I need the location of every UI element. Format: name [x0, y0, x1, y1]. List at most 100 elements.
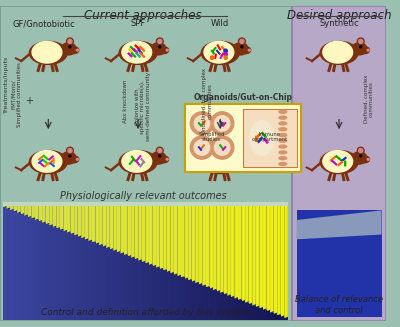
Ellipse shape — [76, 159, 78, 160]
Polygon shape — [96, 244, 99, 319]
Ellipse shape — [158, 39, 162, 43]
Ellipse shape — [204, 150, 234, 172]
Bar — [0, 6, 292, 321]
Ellipse shape — [61, 43, 76, 55]
Polygon shape — [92, 204, 96, 243]
Ellipse shape — [66, 38, 73, 45]
Ellipse shape — [158, 148, 162, 153]
Polygon shape — [199, 284, 202, 319]
Polygon shape — [192, 204, 195, 282]
Polygon shape — [217, 291, 220, 319]
Polygon shape — [138, 204, 142, 261]
Bar — [3, 202, 288, 206]
Text: Colonize with
specific microbe(s),
semi-defined community: Colonize with specific microbe(s), semi-… — [135, 73, 151, 142]
Bar — [296, 210, 382, 317]
Ellipse shape — [279, 122, 287, 125]
FancyBboxPatch shape — [50, 162, 55, 167]
Ellipse shape — [201, 42, 239, 64]
Ellipse shape — [352, 152, 367, 164]
Polygon shape — [149, 265, 152, 319]
Ellipse shape — [122, 150, 152, 172]
FancyBboxPatch shape — [139, 52, 146, 58]
Ellipse shape — [279, 128, 287, 131]
Ellipse shape — [68, 39, 72, 43]
Polygon shape — [142, 262, 145, 319]
Polygon shape — [238, 300, 242, 319]
Polygon shape — [249, 304, 252, 319]
Polygon shape — [213, 204, 217, 290]
Polygon shape — [210, 289, 213, 319]
Polygon shape — [53, 227, 56, 319]
Polygon shape — [78, 204, 81, 237]
Polygon shape — [81, 204, 85, 238]
FancyBboxPatch shape — [210, 50, 215, 55]
FancyBboxPatch shape — [219, 120, 224, 125]
Ellipse shape — [224, 159, 227, 163]
Ellipse shape — [29, 150, 67, 174]
Bar — [244, 109, 296, 167]
Polygon shape — [181, 278, 184, 319]
Ellipse shape — [69, 156, 79, 163]
Polygon shape — [64, 231, 67, 319]
Polygon shape — [67, 204, 70, 233]
Polygon shape — [274, 204, 277, 314]
FancyBboxPatch shape — [263, 138, 269, 144]
Text: GF/Gnotobiotic: GF/Gnotobiotic — [12, 19, 75, 28]
Polygon shape — [184, 279, 188, 319]
Polygon shape — [110, 250, 113, 319]
Ellipse shape — [224, 163, 227, 166]
Polygon shape — [184, 204, 188, 279]
Polygon shape — [21, 215, 24, 319]
Polygon shape — [117, 204, 120, 252]
Ellipse shape — [279, 151, 287, 154]
FancyBboxPatch shape — [42, 159, 49, 165]
FancyBboxPatch shape — [216, 49, 221, 55]
Polygon shape — [145, 204, 149, 264]
Polygon shape — [160, 204, 163, 269]
Polygon shape — [224, 294, 227, 319]
Polygon shape — [170, 204, 174, 273]
FancyBboxPatch shape — [136, 155, 142, 161]
Ellipse shape — [248, 49, 250, 51]
Polygon shape — [74, 204, 78, 235]
Polygon shape — [28, 204, 31, 217]
FancyBboxPatch shape — [128, 48, 134, 54]
Ellipse shape — [32, 150, 62, 172]
Ellipse shape — [323, 150, 353, 172]
Ellipse shape — [210, 56, 214, 59]
FancyBboxPatch shape — [198, 146, 202, 151]
Polygon shape — [21, 204, 24, 215]
Polygon shape — [195, 283, 199, 319]
Ellipse shape — [360, 46, 362, 48]
Polygon shape — [234, 204, 238, 299]
FancyBboxPatch shape — [130, 52, 136, 58]
Ellipse shape — [241, 156, 251, 163]
Text: Defined, complex
communities: Defined, complex communities — [364, 75, 374, 124]
Polygon shape — [46, 224, 49, 319]
FancyBboxPatch shape — [222, 122, 226, 127]
Ellipse shape — [367, 159, 369, 160]
FancyBboxPatch shape — [48, 159, 54, 165]
Ellipse shape — [241, 46, 243, 48]
Ellipse shape — [190, 112, 214, 135]
Ellipse shape — [69, 46, 71, 48]
Ellipse shape — [68, 148, 72, 153]
Polygon shape — [38, 204, 42, 221]
Polygon shape — [210, 204, 213, 289]
Polygon shape — [224, 204, 227, 294]
Text: Current approaches: Current approaches — [84, 9, 202, 23]
Polygon shape — [103, 204, 106, 247]
Polygon shape — [199, 204, 202, 284]
Polygon shape — [99, 204, 103, 245]
Ellipse shape — [159, 155, 161, 157]
Polygon shape — [49, 226, 53, 319]
Polygon shape — [174, 275, 178, 319]
Polygon shape — [6, 204, 10, 209]
Text: SPF: SPF — [130, 19, 146, 28]
Polygon shape — [238, 204, 242, 300]
Polygon shape — [56, 204, 60, 229]
Polygon shape — [70, 234, 74, 319]
Polygon shape — [259, 204, 263, 308]
Polygon shape — [263, 310, 266, 319]
Polygon shape — [220, 293, 224, 319]
